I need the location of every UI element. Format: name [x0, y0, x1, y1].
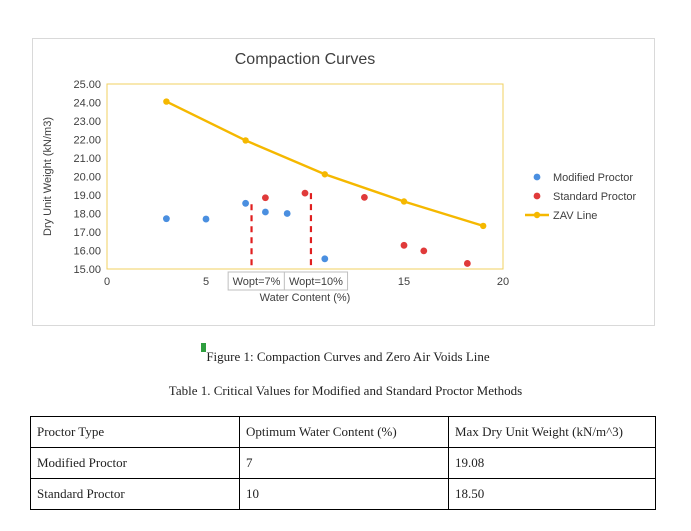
- legend-label-zav-line: ZAV Line: [553, 210, 597, 222]
- y-tick-label: 18.00: [73, 209, 101, 221]
- legend-swatch: [533, 173, 541, 181]
- standard-proctor-point: [262, 194, 269, 202]
- modified-proctor-point: [283, 210, 291, 217]
- modified-proctor-point: [262, 208, 269, 216]
- x-tick-label: 0: [104, 276, 110, 288]
- y-tick-label: 16.00: [73, 246, 101, 258]
- zav-line-point: [242, 137, 249, 144]
- legend-label-modified-proctor: Modified Proctor: [553, 172, 633, 184]
- table-row: Standard Proctor 10 18.50: [30, 478, 656, 510]
- header-cell-proctor-type: Proctor Type: [30, 416, 240, 448]
- table-cell: 10: [239, 478, 449, 510]
- table-cell: Standard Proctor: [30, 478, 240, 510]
- standard-proctor-point: [463, 260, 471, 267]
- table-header-row: Proctor Type Optimum Water Content (%) M…: [30, 416, 656, 448]
- zav-line-point: [163, 98, 170, 105]
- zav-line-path: [165, 100, 484, 228]
- y-tick-label: 25.00: [73, 79, 101, 91]
- table-cell: 7: [239, 447, 449, 479]
- standard-proctor-point: [400, 241, 408, 249]
- figure-caption-text: Figure 1: Compaction Curves and Zero Air…: [206, 349, 490, 364]
- chart-title: Compaction Curves: [235, 51, 376, 68]
- header-cell-max-dry-unit-weight: Max Dry Unit Weight (kN/m^3): [448, 416, 656, 448]
- optimum-label-box: [283, 271, 349, 291]
- x-axis-label: Water Content (%): [260, 292, 351, 304]
- figure-caption: Figure 1: Compaction Curves and Zero Air…: [0, 343, 691, 365]
- standard-proctor-point: [361, 194, 368, 201]
- y-tick-label: 15.00: [73, 264, 101, 276]
- anchor-icon: [201, 343, 207, 352]
- table-cell: 19.08: [448, 447, 656, 479]
- y-tick-label: 24.00: [73, 98, 101, 110]
- modified-proctor-point: [321, 255, 329, 263]
- standard-proctor-point: [301, 189, 309, 197]
- zav-line-point: [480, 222, 487, 230]
- y-axis-label: Dry Unit Weight (kN/m3): [42, 117, 54, 236]
- header-cell-optimum-water: Optimum Water Content (%): [239, 416, 449, 448]
- table-caption: Table 1. Critical Values for Modified an…: [168, 383, 523, 398]
- zav-line-point: [400, 198, 408, 205]
- compaction-chart: Compaction Curves 15.00 16.00 17.00 18.00 19.…: [42, 51, 636, 304]
- modified-proctor-point: [202, 215, 210, 223]
- table-cell: 18.50: [448, 478, 656, 510]
- legend-label-standard-proctor: Standard Proctor: [553, 191, 636, 203]
- zav-line-point: [321, 171, 328, 178]
- table-cell: Modified Proctor: [30, 447, 240, 479]
- legend-swatch: [533, 211, 541, 219]
- x-tick-label: 5: [203, 276, 209, 288]
- optimum-label: Wopt=10%: [289, 276, 343, 288]
- y-tick-label: 19.00: [73, 190, 101, 202]
- standard-proctor-point: [420, 247, 428, 255]
- chart-frame: Compaction Curves 15.00 16.00 17.00 18.00 19.…: [32, 38, 655, 326]
- optimum-label: Wopt=7%: [233, 276, 281, 288]
- table-row: Modified Proctor 7 19.08: [30, 447, 656, 479]
- modified-proctor-point: [242, 199, 250, 207]
- plot-area: [106, 83, 504, 270]
- y-tick-label: 20.00: [73, 172, 101, 184]
- x-tick-label: 20: [497, 276, 509, 288]
- critical-values-table: Proctor Type Optimum Water Content (%) M…: [30, 416, 656, 510]
- legend-swatch: [533, 192, 541, 200]
- modified-proctor-point: [163, 215, 170, 223]
- x-tick-label: 15: [398, 276, 410, 288]
- y-tick-label: 21.00: [73, 153, 101, 165]
- y-tick-label: 17.00: [73, 227, 101, 239]
- y-tick-label: 23.00: [73, 116, 101, 128]
- y-tick-label: 22.00: [73, 135, 101, 147]
